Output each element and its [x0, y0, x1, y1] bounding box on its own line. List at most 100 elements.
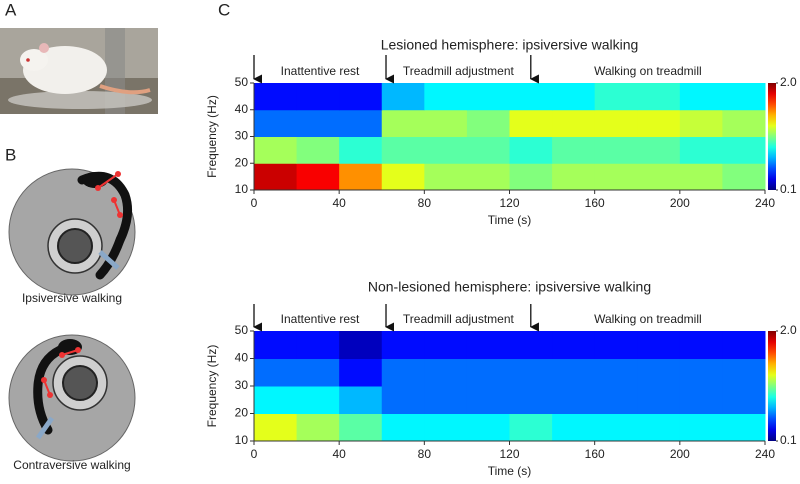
x-tick-label: 40 — [332, 447, 346, 461]
heatmap-cell — [679, 413, 723, 442]
heatmap-cell — [254, 136, 298, 164]
heatmap-cell — [339, 109, 383, 137]
heatmap-cell — [722, 109, 766, 137]
heatmap-cell — [296, 331, 340, 359]
heatmap-cell — [552, 83, 596, 111]
x-tick-label: 0 — [251, 196, 258, 210]
heatmap-cell — [466, 163, 510, 191]
colorbar-tick-label: 2.0 — [780, 323, 797, 337]
x-tick-label: 120 — [499, 196, 519, 210]
heatmap-cell — [509, 136, 553, 164]
heatmap-cell — [637, 109, 681, 137]
heatmap-cell — [679, 358, 723, 387]
heatmap-cell — [296, 163, 340, 191]
photo — [0, 28, 158, 114]
colorbar-tick-label: 2.0 — [780, 75, 797, 89]
heatmap-cell — [509, 83, 553, 111]
event-label: Inattentive rest — [281, 312, 360, 326]
heatmap-cell — [594, 136, 638, 164]
diagram — [8, 168, 136, 296]
heatmap-cell — [466, 331, 510, 359]
event-label: Walking on treadmill — [594, 64, 702, 78]
heatmap-cell — [552, 136, 596, 164]
heatmap-cell — [552, 109, 596, 137]
heatmap-cell — [339, 83, 383, 111]
diagram — [8, 334, 136, 462]
event-label: Treadmill adjustment — [403, 64, 515, 78]
heatmap-cell — [381, 136, 425, 164]
x-tick-label: 240 — [755, 447, 775, 461]
heatmap-cell — [424, 386, 468, 414]
heatmap-cell — [296, 413, 340, 442]
x-tick-label: 80 — [418, 196, 432, 210]
heatmap-cell — [339, 331, 383, 359]
y-tick-label: 20 — [235, 155, 249, 169]
y-axis-label: Frequency (Hz) — [205, 95, 219, 178]
panel-label: B — [5, 145, 16, 164]
heatmap-cell — [594, 386, 638, 414]
heatmap-cell — [296, 109, 340, 137]
heatmap-cell — [254, 163, 298, 191]
x-tick-label: 40 — [332, 196, 346, 210]
heatmap-cell — [296, 358, 340, 387]
heatmap-cell — [679, 83, 723, 111]
colorbar — [768, 83, 776, 190]
heatmap-cell — [424, 331, 468, 359]
heatmap-cell — [381, 386, 425, 414]
heatmap-cell — [424, 83, 468, 111]
heatmap-cell — [552, 331, 596, 359]
x-axis-label: Time (s) — [488, 464, 532, 478]
heatmap-cell — [722, 136, 766, 164]
heatmap-cell — [679, 331, 723, 359]
diagram-caption: Contraversive walking — [13, 458, 130, 472]
y-tick-label: 40 — [235, 351, 249, 365]
event-label: Walking on treadmill — [594, 312, 702, 326]
heatmap-cell — [381, 358, 425, 387]
heatmap-cell — [509, 386, 553, 414]
heatmap-cell — [594, 358, 638, 387]
heatmap-cell — [594, 413, 638, 442]
heatmap-cell — [722, 413, 766, 442]
y-tick-label: 20 — [235, 406, 249, 420]
panel-label: A — [5, 0, 17, 19]
heatmap-cell — [381, 413, 425, 442]
heatmap-cell — [722, 358, 766, 387]
y-tick-label: 50 — [235, 75, 249, 89]
heatmap-cell — [637, 136, 681, 164]
heatmap-cell — [552, 358, 596, 387]
heatmap-cell — [466, 83, 510, 111]
heatmap-cell — [254, 83, 298, 111]
heatmap-cell — [339, 386, 383, 414]
y-tick-label: 30 — [235, 129, 249, 143]
heatmap-cell — [594, 83, 638, 111]
y-axis-label: Frequency (Hz) — [205, 345, 219, 428]
heatmap-cell — [254, 109, 298, 137]
heatmap-cell — [381, 83, 425, 111]
x-tick-label: 80 — [418, 447, 432, 461]
heatmap-cell — [509, 109, 553, 137]
heatmap-cell — [722, 386, 766, 414]
heatmap-cell — [509, 163, 553, 191]
colorbar-tick-label: 0.1 — [780, 433, 797, 447]
heatmap-cell — [552, 163, 596, 191]
heatmap-cell — [254, 386, 298, 414]
y-tick-label: 30 — [235, 378, 249, 392]
heatmap-cell — [254, 331, 298, 359]
x-tick-label: 240 — [755, 196, 775, 210]
heatmap-cell — [637, 358, 681, 387]
heatmap-cell — [722, 83, 766, 111]
heatmap-cell — [339, 163, 383, 191]
heatmap-cell — [339, 413, 383, 442]
heatmap-cell — [466, 358, 510, 387]
heatmap-cell — [424, 163, 468, 191]
heatmap-cell — [296, 83, 340, 111]
heatmap-cell — [594, 109, 638, 137]
colorbar — [768, 331, 776, 441]
heatmap-cell — [594, 331, 638, 359]
heatmap-cell — [509, 331, 553, 359]
heatmap-cell — [424, 109, 468, 137]
heatmap-cell — [552, 386, 596, 414]
x-axis-label: Time (s) — [488, 213, 532, 227]
